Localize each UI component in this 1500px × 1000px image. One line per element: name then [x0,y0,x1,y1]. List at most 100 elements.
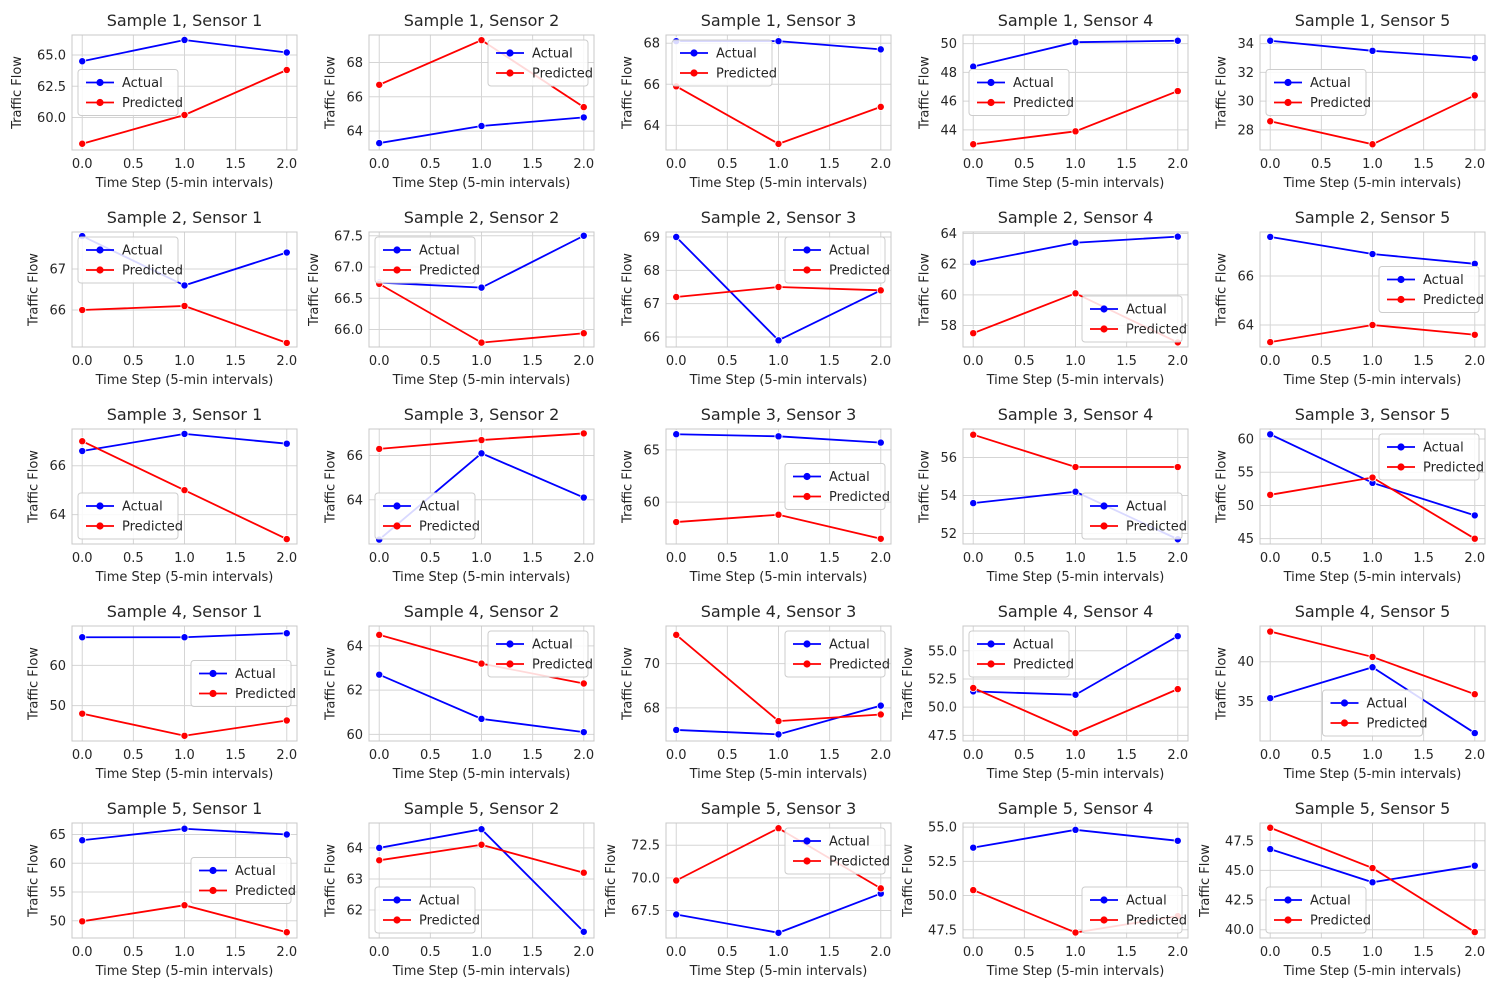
y-tick-label: 35 [1237,695,1254,710]
x-tick-label: 1.0 [471,945,492,960]
x-tick-label: 1.0 [1362,748,1383,763]
y-axis-label: Traffic Flow [27,647,42,721]
x-tick-label: 1.0 [1065,354,1086,369]
y-tick-label: 65 [643,443,660,458]
data-point-predicted [774,282,783,291]
legend-label: Predicted [1367,717,1428,732]
subplot-1-2: 0.0 0.5 1.0 1.5 2.0 64 66 68 Sample 1, Sensor 2 T… [324,11,595,191]
legend: Actual Predicted [487,39,593,87]
y-tick-label: 64 [346,125,363,140]
legend-label: Actual [829,470,870,485]
legend: Actual Predicted [77,236,183,284]
legend-swatch-marker [1100,916,1108,924]
data-point-predicted [180,111,189,120]
y-axis-label: Traffic Flow [27,253,42,327]
y-tick-label: 64 [346,841,363,856]
plot-frame [71,625,298,742]
legend-swatch-marker [987,640,995,648]
legend-label: Actual [1310,894,1351,909]
legend-label: Actual [716,47,757,62]
x-tick-label: 1.5 [225,551,246,566]
data-point-predicted [969,684,978,693]
plot-frame [368,625,595,742]
y-axis-label: Traffic Flow [1215,647,1230,721]
legend-label: Predicted [122,520,183,535]
x-tick-label: 0.5 [717,551,738,566]
y-axis-label: Traffic Flow [621,253,636,327]
legend-label: Actual [235,667,276,682]
subplot-1-3: 0.0 0.5 1.0 1.5 2.0 64 66 68 Sample 1, Sensor 3 T… [621,11,892,191]
y-tick-label: 64 [643,119,660,134]
x-tick-label: 1.0 [471,748,492,763]
legend-label: Actual [419,500,460,515]
y-tick-label: 54 [940,489,957,504]
y-tick-label: 50.0 [928,701,957,716]
legend-swatch-marker [1284,916,1292,924]
x-tick-label: 0.0 [369,945,390,960]
data-point-predicted [1173,87,1182,96]
y-tick-label: 50.0 [928,889,957,904]
plot-frame [71,231,298,348]
x-tick-label: 1.0 [471,157,492,172]
y-tick-label: 60 [643,496,660,511]
subplot-5-4: 0.0 0.5 1.0 1.5 2.0 47.5 50.0 52.5 55.0 Sample 5,… [901,799,1189,979]
x-tick-label: 2.0 [1167,354,1188,369]
data-point-actual [579,493,588,502]
x-tick-label: 0.5 [1311,354,1332,369]
data-point-actual [1368,46,1377,55]
x-tick-label: 1.5 [522,551,543,566]
y-tick-label: 47.5 [1225,834,1254,849]
data-point-actual [876,45,885,54]
subplot-title: Sample 4, Sensor 3 [701,602,857,621]
x-tick-label: 0.5 [420,748,441,763]
x-axis-label: Time Step (5-min intervals) [986,767,1165,782]
legend-label: Actual [122,244,163,259]
legend-swatch-marker [209,689,217,698]
y-tick-label: 70 [643,657,660,672]
legend-label: Predicted [1310,914,1371,929]
data-point-predicted [180,901,189,910]
data-point-predicted [969,140,978,149]
subplot-3-5: 0.0 0.5 1.0 1.5 2.0 45 50 55 60 Sample 3, Sensor … [1215,405,1486,585]
data-point-actual [282,629,291,638]
x-tick-label: 0.5 [1311,748,1332,763]
x-tick-label: 0.0 [1260,748,1281,763]
x-tick-label: 0.0 [963,748,984,763]
y-axis-label: Traffic Flow [27,844,42,918]
x-tick-label: 2.0 [573,748,594,763]
legend-label: Predicted [235,884,296,899]
legend-swatch-marker [690,49,698,57]
legend-swatch-marker [1100,896,1108,904]
x-tick-label: 0.5 [420,354,441,369]
x-tick-label: 1.0 [174,945,195,960]
y-axis-label: Traffic Flow [918,450,933,524]
legend-label: Predicted [829,490,890,505]
x-tick-label: 1.0 [471,551,492,566]
y-axis-label: Traffic Flow [1215,450,1230,524]
data-point-predicted [876,286,885,295]
subplot-2-3: 0.0 0.5 1.0 1.5 2.0 66 67 68 69 Sample 2, Sensor … [621,208,892,388]
y-axis-label: Traffic Flow [621,450,636,524]
plot-frame [665,428,892,545]
x-tick-label: 1.5 [522,748,543,763]
subplot-title: Sample 3, Sensor 5 [1295,405,1451,424]
data-point-predicted [1368,473,1377,482]
legend-label: Actual [419,244,460,259]
data-point-actual [477,714,486,723]
y-tick-label: 55.0 [928,821,957,836]
x-tick-label: 1.0 [1065,157,1086,172]
y-tick-label: 60 [940,288,957,303]
x-tick-label: 2.0 [1464,551,1485,566]
x-tick-label: 0.0 [369,748,390,763]
legend-label: Predicted [1126,520,1187,535]
subplot-4-1: 0.0 0.5 1.0 1.5 2.0 50 60 Sample 4, Sensor 1 Tim… [27,602,298,782]
subplot-2-1: 0.0 0.5 1.0 1.5 2.0 66 67 Sample 2, Sensor 1 Tim… [27,208,298,388]
x-tick-label: 1.5 [819,945,840,960]
legend-swatch-marker [1397,463,1405,471]
subplot-title: Sample 1, Sensor 3 [701,11,857,30]
x-tick-label: 2.0 [276,945,297,960]
subplot-1-4: 0.0 0.5 1.0 1.5 2.0 44 46 48 50 Sample 1, Sensor … [918,11,1189,191]
plot-frame [368,34,595,151]
x-axis-label: Time Step (5-min intervals) [986,373,1165,388]
legend-label: Predicted [532,67,593,82]
